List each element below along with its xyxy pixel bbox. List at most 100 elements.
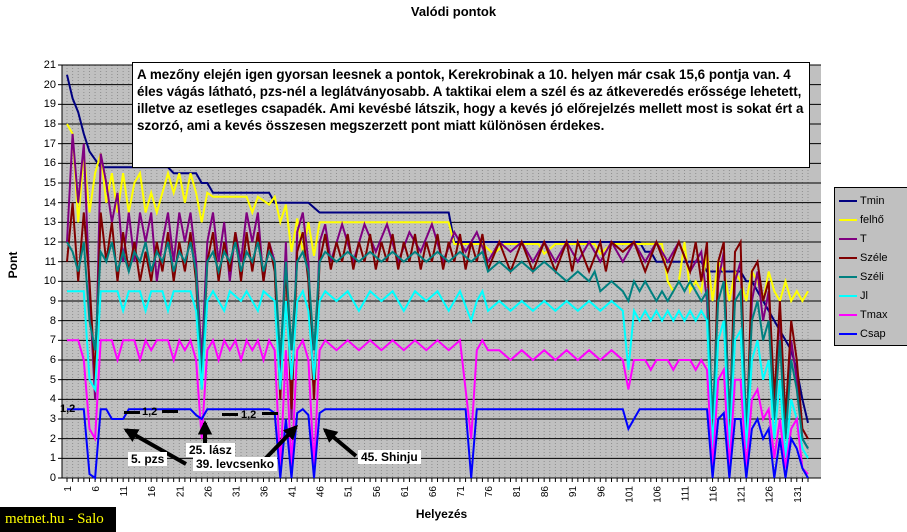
x-tick-label: 116 (709, 486, 720, 502)
legend-item-Tmin: Tmin (839, 191, 907, 210)
y-tick-label: 19 (43, 98, 56, 111)
x-tick-label: 26 (203, 486, 214, 498)
y-tick-label: 2 (49, 432, 56, 445)
legend-swatch-icon (839, 313, 857, 316)
data-point-label: 1,2 (60, 403, 76, 415)
y-tick-label: 17 (43, 137, 56, 150)
chart-title: Valódi pontok (410, 4, 497, 19)
legend-label: Tmax (860, 308, 888, 321)
x-tick-label: 121 (737, 486, 748, 503)
series-line-Tmax (67, 337, 809, 475)
x-axis-tick-labels: 1 6 11 16 21 26 31 36 41 46 51 56 61 66 71 76 81 86 91 96 10… (63, 486, 804, 503)
annotation-arrows (123, 420, 358, 466)
legend-swatch-icon (839, 332, 857, 335)
x-tick-label: 56 (372, 486, 383, 498)
dash-mark (262, 412, 278, 415)
y-tick-label: 4 (49, 393, 56, 406)
callout-arrow (322, 428, 358, 458)
callout-label: 39. levcsenko (193, 457, 278, 471)
legend-swatch-icon (839, 275, 857, 278)
x-tick-label: 76 (484, 486, 495, 498)
y-tick-label: 8 (49, 314, 56, 327)
y-axis-title: Pont (6, 251, 20, 279)
x-tick-label: 66 (428, 486, 439, 498)
legend-label: Széli (860, 270, 884, 283)
x-tick-label: 1 (63, 486, 74, 492)
y-tick-label: 5 (49, 373, 56, 386)
legend-item-Széle: Széle (839, 248, 907, 267)
legend-label: T (860, 232, 867, 245)
series-lines (66, 74, 809, 480)
legend-swatch-icon (839, 294, 857, 297)
y-tick-label: 9 (49, 295, 56, 307)
x-tick-label: 91 (568, 486, 579, 498)
legend-item-Széli: Széli (839, 267, 907, 286)
x-tick-label: 16 (147, 486, 158, 498)
legend-item-Jl: Jl (839, 286, 907, 305)
dash-mark (124, 411, 140, 414)
callout-label: 5. pzs (128, 452, 168, 466)
x-tick-label: 51 (344, 486, 355, 498)
x-tick-label: 6 (91, 486, 102, 492)
x-tick-label: 111 (681, 486, 692, 502)
y-tick-label: 11 (44, 255, 56, 268)
legend-label: Széle (860, 251, 888, 264)
x-tick-label: 41 (288, 486, 299, 498)
legend-swatch-icon (839, 256, 857, 259)
y-tick-label: 21 (43, 59, 56, 71)
y-tick-label: 20 (43, 78, 56, 91)
callout-label: 25. lász (186, 443, 235, 457)
y-tick-label: 14 (43, 196, 56, 209)
y-tick-label: 16 (43, 157, 56, 170)
data-point-label: 1,2 (241, 409, 257, 421)
dash-mark (162, 410, 178, 413)
x-tick-label: 21 (175, 486, 186, 498)
x-tick-label: 71 (456, 486, 467, 498)
y-tick-label: 13 (43, 216, 56, 229)
y-tick-label: 12 (43, 236, 56, 248)
y-tick-label: 18 (43, 118, 56, 130)
axes (58, 64, 821, 482)
y-tick-label: 10 (43, 275, 56, 288)
x-tick-label: 46 (316, 486, 327, 498)
data-point-label: 1,2 (142, 406, 158, 418)
y-tick-label: 3 (49, 413, 56, 425)
x-tick-label: 31 (231, 486, 242, 498)
series-line-Csap (67, 407, 809, 480)
callout-arrow (263, 424, 299, 461)
legend-item-T: T (839, 229, 907, 248)
legend-swatch-icon (839, 218, 857, 221)
y-tick-label: 0 (49, 472, 56, 484)
watermark-text: metnet.hu - Salo (5, 511, 104, 527)
dash-mark (222, 413, 238, 416)
legend-swatch-icon (839, 237, 857, 240)
watermark: metnet.hu - Salo (0, 507, 116, 532)
x-tick-label: 81 (512, 486, 523, 498)
x-tick-label: 11 (119, 486, 130, 497)
x-tick-label: 131 (793, 486, 804, 503)
y-tick-label: 1 (49, 452, 56, 465)
note-textbox: A mezőny elején igen gyorsan leesnek a p… (132, 62, 810, 168)
legend-item-felhő: felhő (839, 210, 907, 229)
x-tick-label: 61 (400, 486, 411, 498)
series-line-felhő (66, 123, 809, 304)
x-tick-label: 126 (765, 486, 776, 503)
series-line-Széli (66, 241, 809, 449)
y-tick-label: 6 (49, 354, 56, 366)
x-axis-title: Helyezés (415, 507, 468, 521)
callout-arrow (123, 428, 187, 466)
legend: Tmin felhő T Széle Széli Jl Tmax Csap (834, 187, 907, 346)
x-tick-label: 36 (259, 486, 270, 498)
y-tick-label: 15 (43, 177, 56, 189)
series-line-Tmin (66, 74, 809, 424)
legend-item-Tmax: Tmax (839, 305, 907, 324)
legend-label: Jl (860, 289, 868, 302)
legend-label: Tmin (860, 194, 885, 207)
callout-label: 45. Shinju (358, 450, 421, 464)
x-tick-label: 96 (596, 486, 607, 498)
series-line-Jl (67, 288, 809, 459)
x-tick-label: 101 (624, 486, 635, 503)
x-tick-label: 106 (652, 486, 663, 503)
legend-label: felhő (860, 213, 884, 226)
